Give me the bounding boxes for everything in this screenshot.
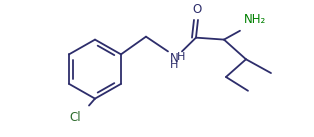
Text: H: H	[177, 52, 185, 62]
Text: H: H	[170, 60, 178, 70]
Text: Cl: Cl	[69, 111, 81, 124]
Text: N: N	[170, 52, 179, 65]
Text: O: O	[192, 3, 202, 16]
Text: NH₂: NH₂	[244, 13, 266, 26]
